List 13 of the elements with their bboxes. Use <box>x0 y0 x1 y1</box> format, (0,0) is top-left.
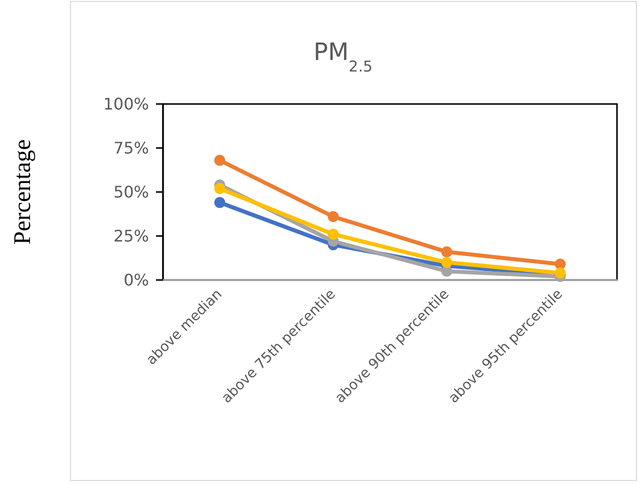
y-tick-label: 0% <box>124 270 149 290</box>
y-tick-label: 100% <box>103 94 149 114</box>
y-tick-label: 25% <box>113 226 149 246</box>
point <box>328 211 339 222</box>
point <box>441 256 452 268</box>
point <box>214 182 226 194</box>
point <box>441 246 452 258</box>
point <box>328 228 339 240</box>
y-axis-title: Percentage <box>10 139 36 245</box>
y-tick-label: 50% <box>113 182 149 202</box>
point <box>214 154 226 166</box>
point <box>214 197 226 208</box>
y-tick-label: 75% <box>113 138 149 158</box>
